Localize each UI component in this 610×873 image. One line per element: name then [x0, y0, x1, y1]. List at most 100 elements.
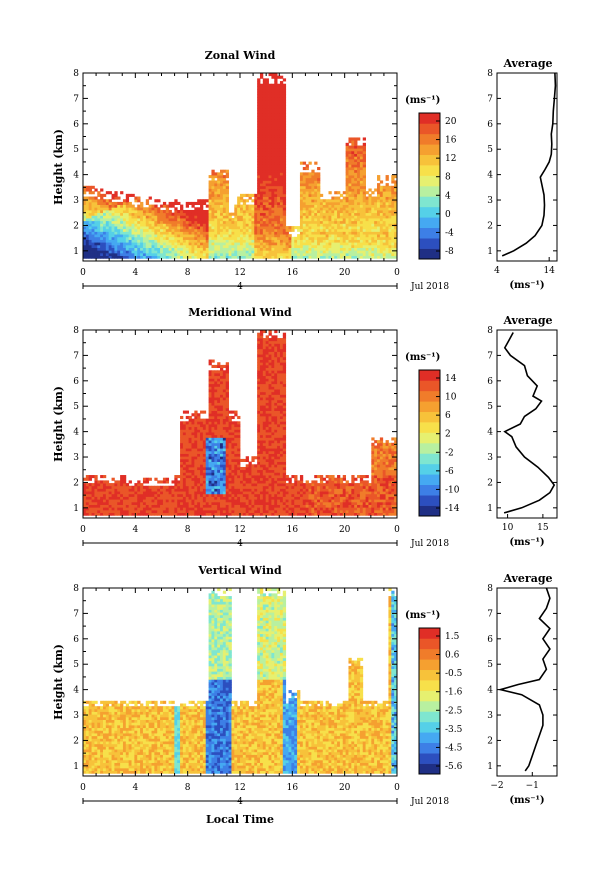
heatmap-cell: [214, 204, 218, 208]
heatmap-cell: [257, 161, 261, 165]
heatmap-cell: [254, 255, 258, 259]
heatmap-cell: [277, 164, 281, 168]
heatmap-cell: [248, 228, 252, 232]
heatmap-cell: [108, 204, 112, 208]
heatmap-cell: [177, 220, 181, 224]
heatmap-cell: [154, 252, 158, 257]
heatmap-cell: [334, 196, 338, 200]
heatmap-cell: [259, 437, 264, 441]
heatmap-cell: [208, 424, 212, 428]
heatmap-cell: [162, 255, 167, 259]
heatmap-cell: [85, 209, 90, 214]
heatmap-cell: [279, 236, 284, 240]
heatmap-cell: [374, 228, 378, 232]
heatmap-cell: [259, 402, 264, 406]
heatmap-cell: [211, 424, 215, 428]
heatmap-cell: [262, 356, 267, 360]
heatmap-cell: [120, 231, 124, 235]
heatmap-cell: [142, 250, 147, 254]
heatmap-cell: [214, 488, 218, 492]
heatmap-cell: [299, 231, 304, 235]
heatmap-cell: [157, 247, 161, 251]
heatmap-cell: [268, 99, 272, 103]
heatmap-cell: [259, 102, 264, 106]
heatmap-cell: [354, 250, 358, 254]
heatmap-cell: [145, 215, 150, 219]
heatmap-cell: [328, 228, 332, 232]
heatmap-cell: [180, 421, 184, 425]
heatmap-cell: [228, 242, 232, 246]
heatmap-cell: [268, 124, 272, 128]
heatmap-cell: [94, 491, 98, 495]
heatmap-cell: [145, 228, 150, 232]
heatmap-cell: [151, 223, 155, 227]
heatmap-cell: [222, 375, 227, 379]
heatmap-cell: [225, 207, 229, 211]
heatmap-cell: [311, 231, 315, 235]
heatmap-cell: [354, 188, 358, 192]
heatmap-cell: [262, 507, 267, 511]
heatmap-cell: [259, 389, 264, 393]
heatmap-cell: [211, 448, 215, 452]
heatmap-cell: [234, 410, 238, 414]
heatmap-cell: [242, 507, 247, 511]
heatmap-cell: [197, 244, 201, 248]
heatmap-cell: [140, 255, 144, 259]
heatmap-cell: [145, 247, 150, 251]
heatmap-cell: [185, 432, 190, 436]
heatmap-cell: [351, 239, 355, 243]
heatmap-cell: [248, 226, 252, 230]
heatmap-cell: [208, 445, 212, 449]
heatmap-cell: [217, 209, 221, 214]
heatmap-cell: [262, 239, 267, 243]
heatmap-cell: [299, 196, 304, 200]
heatmap-cell: [354, 164, 358, 168]
heatmap-cell: [83, 477, 87, 481]
heatmap-cell: [91, 485, 95, 489]
heatmap-cell: [259, 432, 264, 436]
heatmap-cell: [251, 215, 255, 219]
heatmap-cell: [382, 188, 386, 192]
heatmap-cell: [291, 228, 295, 232]
heatmap-cell: [160, 480, 164, 484]
heatmap-cell: [225, 362, 229, 366]
heatmap-cell: [271, 134, 275, 138]
heatmap-cell: [259, 94, 264, 98]
heatmap-cell: [391, 239, 395, 243]
heatmap-cell: [202, 242, 207, 246]
heatmap-cell: [245, 236, 249, 240]
heatmap-cell: [234, 485, 238, 489]
heatmap-cell: [83, 255, 87, 259]
heatmap-cell: [279, 118, 284, 122]
heatmap-cell: [211, 359, 215, 363]
heatmap-cell: [314, 212, 318, 216]
heatmap-cell: [282, 223, 287, 227]
heatmap-cell: [145, 488, 150, 492]
heatmap-cell: [328, 212, 332, 216]
heatmap-cell: [385, 212, 389, 216]
heatmap-cell: [337, 220, 341, 224]
heatmap-cell: [228, 448, 232, 452]
heatmap-cell: [359, 218, 364, 222]
heatmap-cell: [362, 228, 366, 232]
heatmap-cell: [117, 223, 121, 227]
heatmap-cell: [228, 477, 232, 481]
heatmap-cell: [265, 91, 269, 95]
heatmap-cell: [94, 204, 98, 208]
heatmap-cell: [134, 196, 138, 200]
heatmap-cell: [188, 475, 192, 479]
heatmap-cell: [262, 247, 267, 251]
heatmap-cell: [377, 228, 381, 232]
heatmap-cell: [214, 461, 218, 465]
heatmap-cell: [231, 442, 235, 446]
heatmap-cell: [248, 207, 252, 211]
heatmap-cell: [217, 415, 221, 420]
heatmap-cell: [102, 247, 107, 251]
heatmap-cell: [128, 226, 132, 230]
heatmap-cell: [160, 255, 164, 259]
heatmap-cell: [259, 434, 264, 438]
heatmap-cell: [362, 148, 366, 152]
heatmap-cell: [314, 234, 318, 238]
heatmap-cell: [208, 475, 212, 479]
heatmap-cell: [274, 153, 278, 157]
